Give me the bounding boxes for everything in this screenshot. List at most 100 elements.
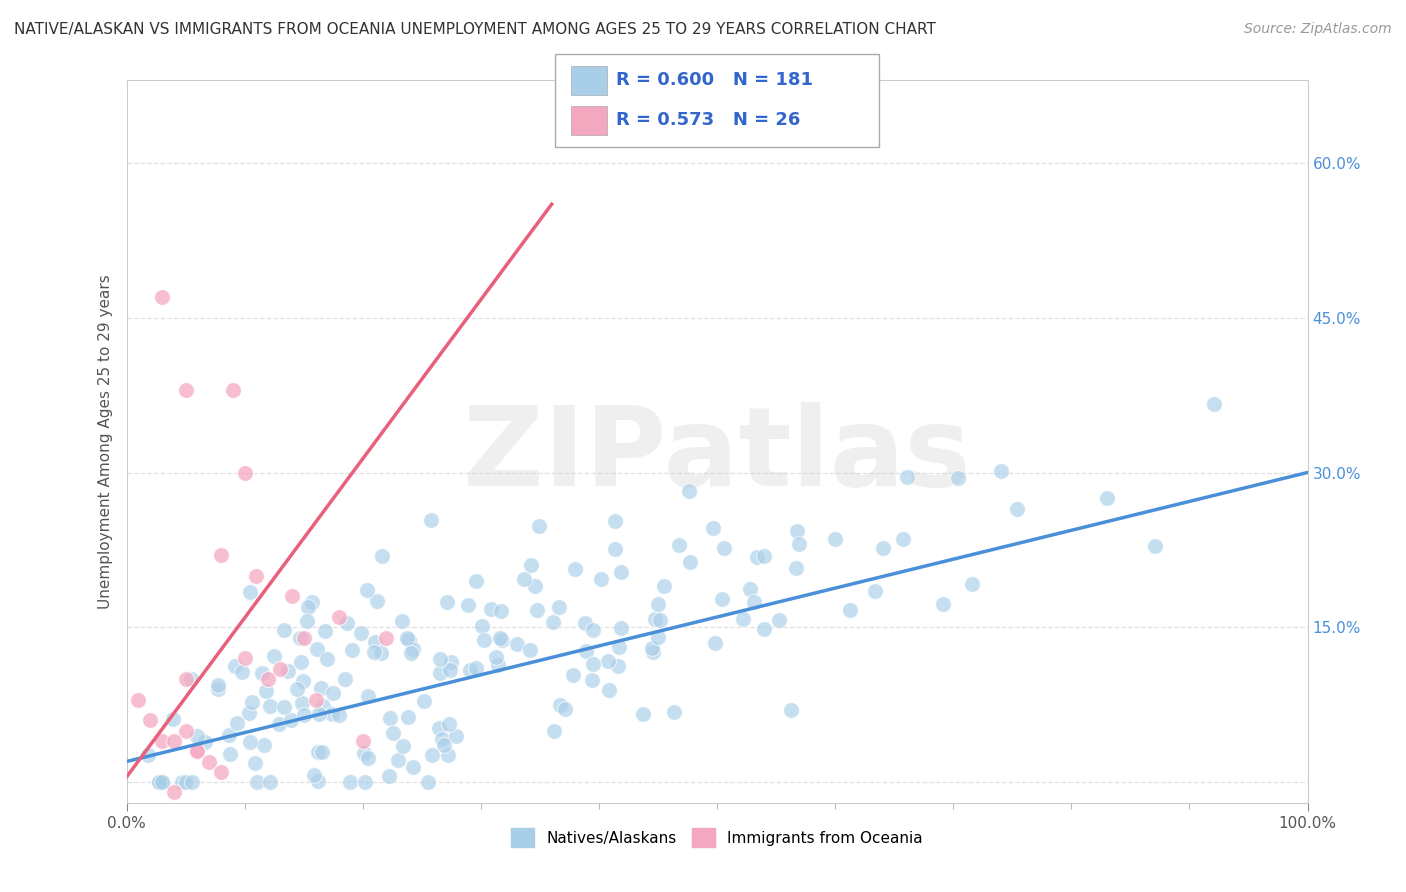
Point (444, 729, 467, 743)
Point (280, 714, 302, 728)
Point (752, 623, 775, 637)
Point (668, 538, 690, 552)
Point (506, 637, 529, 651)
Point (489, 604, 512, 618)
Point (652, 579, 675, 593)
Point (1144, 539, 1167, 553)
Point (527, 519, 550, 533)
Point (336, 615, 359, 630)
Point (574, 615, 596, 630)
Point (742, 595, 765, 609)
Point (863, 583, 886, 598)
Point (297, 600, 319, 615)
Point (520, 558, 543, 573)
Point (402, 642, 425, 657)
Point (787, 537, 810, 551)
Point (152, 775, 174, 789)
Point (148, 775, 170, 789)
Point (304, 692, 326, 706)
Text: R = 0.600   N = 181: R = 0.600 N = 181 (616, 71, 813, 89)
Point (610, 566, 633, 580)
Point (378, 711, 401, 725)
Point (433, 738, 456, 752)
Point (219, 747, 242, 762)
Text: Source: ZipAtlas.com: Source: ZipAtlas.com (1244, 22, 1392, 37)
Point (398, 633, 420, 648)
Point (662, 705, 685, 719)
Point (253, 738, 276, 752)
Point (439, 716, 461, 731)
Point (457, 598, 479, 612)
Point (198, 755, 221, 769)
Point (254, 683, 277, 698)
Text: NATIVE/ALASKAN VS IMMIGRANTS FROM OCEANIA UNEMPLOYMENT AMONG AGES 25 TO 29 YEARS: NATIVE/ALASKAN VS IMMIGRANTS FROM OCEANI… (14, 22, 936, 37)
Point (222, 383, 245, 397)
Point (391, 614, 413, 628)
Point (399, 647, 422, 661)
Point (650, 613, 672, 627)
Point (194, 735, 217, 749)
Point (896, 470, 918, 484)
Point (471, 619, 494, 633)
Point (207, 681, 229, 696)
Point (273, 699, 295, 714)
Point (382, 725, 405, 739)
Point (148, 775, 170, 789)
Point (647, 597, 669, 611)
Point (357, 751, 380, 765)
Point (250, 665, 273, 680)
Point (641, 645, 664, 659)
Point (290, 696, 312, 710)
Point (238, 706, 260, 720)
Point (738, 582, 761, 596)
Point (370, 646, 392, 660)
Point (356, 582, 378, 597)
Point (605, 542, 627, 557)
Point (610, 621, 633, 635)
Point (186, 729, 208, 743)
Point (311, 745, 333, 759)
Point (607, 658, 630, 673)
Point (150, 734, 173, 748)
Point (678, 555, 700, 569)
Point (186, 744, 208, 758)
Point (489, 631, 512, 645)
Point (321, 707, 343, 722)
Text: ZIPatlas: ZIPatlas (463, 402, 972, 509)
Point (387, 753, 409, 767)
Point (352, 734, 374, 748)
Legend: Natives/Alaskans, Immigrants from Oceania: Natives/Alaskans, Immigrants from Oceani… (505, 822, 929, 853)
Point (139, 713, 162, 727)
Point (366, 594, 388, 608)
Point (465, 661, 488, 675)
Point (288, 631, 311, 645)
Point (371, 549, 394, 563)
Point (439, 663, 461, 677)
Point (314, 624, 336, 638)
Point (713, 541, 735, 555)
Point (596, 653, 619, 667)
Point (328, 610, 350, 624)
Text: R = 0.573   N = 26: R = 0.573 N = 26 (616, 112, 800, 129)
Point (768, 613, 790, 627)
Point (485, 650, 508, 665)
Point (641, 640, 664, 655)
Point (702, 521, 724, 535)
Point (429, 666, 451, 681)
Point (548, 698, 571, 713)
Point (357, 689, 380, 703)
Point (292, 707, 315, 722)
Point (174, 672, 197, 686)
Point (180, 672, 202, 686)
Point (339, 775, 361, 789)
Point (779, 703, 801, 717)
Point (437, 747, 460, 762)
Point (678, 484, 700, 499)
Point (174, 723, 197, 738)
Point (163, 785, 186, 799)
Point (1095, 491, 1118, 506)
Point (581, 673, 603, 688)
Point (292, 631, 315, 645)
Point (589, 572, 612, 586)
Point (582, 623, 605, 637)
